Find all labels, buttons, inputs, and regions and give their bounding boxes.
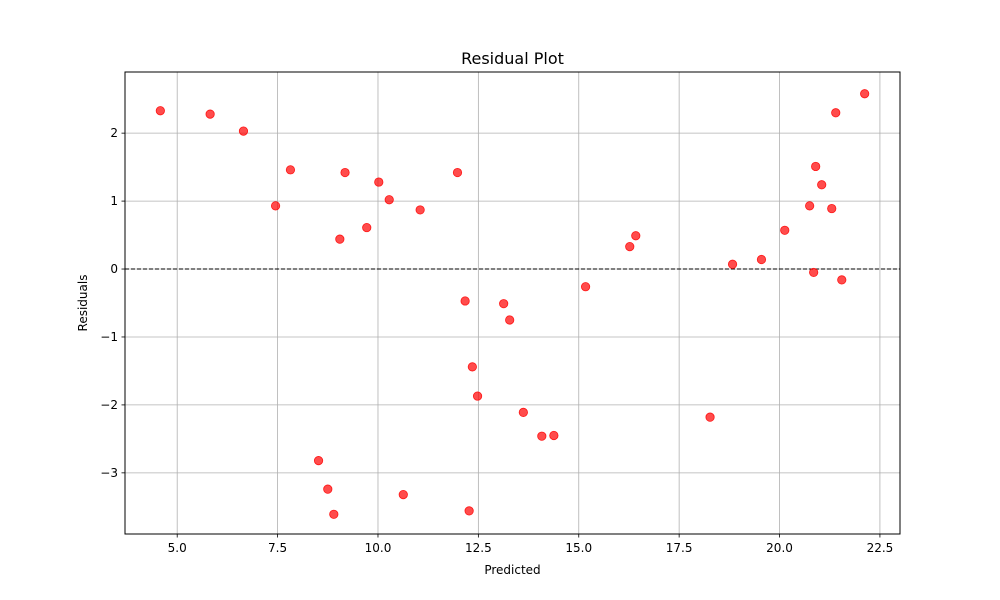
residual-point: [340, 167, 350, 178]
residual-point: [505, 315, 515, 325]
residual-point: [549, 430, 559, 441]
chart-title: Residual Plot: [461, 49, 564, 68]
x-tick-label: 12.5: [465, 541, 492, 555]
residual-point: [472, 391, 483, 401]
y-tick-label: −2: [100, 398, 118, 412]
residual-point: [452, 167, 463, 178]
residual-point: [384, 195, 394, 205]
residual-point: [817, 180, 827, 190]
residual-point: [827, 203, 837, 214]
x-axis-ticks: 5.0 7.5 10.0 12.5 15.0 17.5 20.0 22.5: [168, 534, 894, 555]
y-axis-title: Residuals: [76, 275, 90, 332]
residual-point: [805, 201, 815, 211]
residual-point: [398, 489, 408, 500]
data-points: [155, 89, 870, 519]
x-tick-label: 5.0: [168, 541, 187, 555]
x-tick-label: 10.0: [365, 541, 392, 555]
residual-point: [780, 225, 790, 235]
x-tick-label: 20.0: [766, 541, 793, 555]
residual-point: [155, 106, 165, 116]
residual-point: [811, 161, 821, 172]
x-axis-title: Predicted: [484, 563, 540, 577]
residual-point: [238, 126, 249, 136]
residual-point: [374, 177, 384, 187]
x-tick-label: 7.5: [268, 541, 287, 555]
residual-point: [831, 108, 841, 118]
residual-point: [809, 267, 819, 278]
residual-point: [837, 275, 847, 285]
y-tick-label: −1: [100, 330, 118, 344]
residual-point: [335, 234, 345, 244]
residual-point: [313, 456, 324, 466]
residual-point: [580, 282, 591, 292]
residual-point: [205, 109, 215, 119]
residual-point: [329, 509, 339, 519]
x-tick-label: 15.0: [565, 541, 592, 555]
plot-area-frame: [124, 71, 901, 535]
residual-point: [518, 407, 528, 417]
residual-point: [499, 299, 509, 309]
residual-point: [537, 431, 547, 441]
residual-point: [323, 484, 333, 494]
residual-point: [270, 201, 281, 211]
y-tick-label: 2: [110, 126, 118, 140]
residual-point: [756, 254, 767, 265]
y-tick-label: 1: [110, 194, 118, 208]
residual-point: [415, 205, 425, 215]
y-axis-ticks: −3 −2 −1 0 1 2: [100, 126, 125, 480]
residual-point: [705, 412, 715, 422]
residual-point: [727, 259, 738, 269]
x-tick-label: 22.5: [867, 541, 894, 555]
residual-point: [467, 362, 477, 372]
residual-point: [860, 89, 870, 99]
residual-point: [285, 165, 296, 175]
y-tick-label: 0: [110, 262, 118, 276]
y-tick-label: −3: [100, 466, 118, 480]
residual-point: [464, 506, 474, 516]
x-tick-label: 17.5: [666, 541, 693, 555]
residual-point: [460, 296, 470, 306]
residual-point: [362, 222, 372, 233]
residual-point: [625, 242, 635, 252]
residual-point: [631, 231, 641, 241]
